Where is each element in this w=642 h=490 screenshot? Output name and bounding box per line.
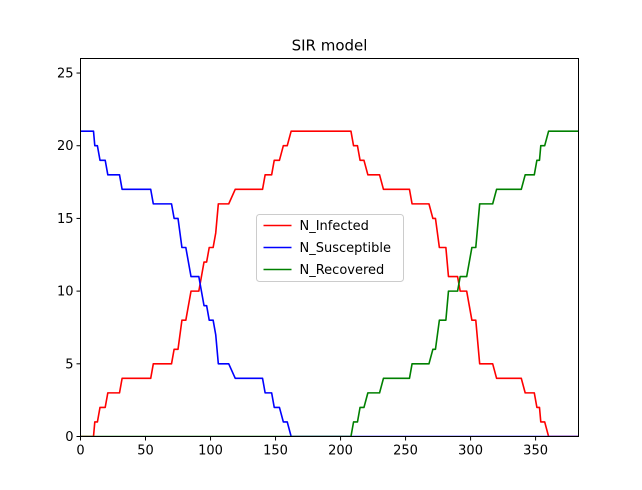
plot-frame xyxy=(80,58,579,437)
x-tick-label: 200 xyxy=(328,444,353,459)
y-tick-label: 0 xyxy=(65,430,73,445)
x-tick-label: 0 xyxy=(76,444,84,459)
y-tick-label: 20 xyxy=(57,139,74,154)
legend-label-n-recovered: N_Recovered xyxy=(300,263,385,278)
series-line-n-recovered xyxy=(80,130,579,437)
y-tick-label: 5 xyxy=(65,357,73,372)
x-tick-label: 50 xyxy=(137,444,154,459)
y-tick-label: 15 xyxy=(57,212,74,227)
x-tick-label: 150 xyxy=(263,444,288,459)
x-tick-label: 100 xyxy=(198,444,223,459)
series-line-n-infected xyxy=(80,130,579,437)
series-layer xyxy=(80,130,579,437)
legend: N_Infected N_Susceptible N_Recovered xyxy=(256,214,404,282)
x-tick-label: 300 xyxy=(458,444,483,459)
legend-label-n-infected: N_Infected xyxy=(300,219,369,234)
y-tick-label: 10 xyxy=(57,285,74,300)
legend-box xyxy=(256,214,404,282)
series-line-n-susceptible xyxy=(80,130,579,437)
x-tick-label: 250 xyxy=(393,444,418,459)
x-tick-label: 350 xyxy=(523,444,548,459)
legend-label-n-susceptible: N_Susceptible xyxy=(300,241,391,256)
axes-layer: 0 50 100 150 200 250 300 350 0 5 10 15 20 25 xyxy=(57,58,579,459)
y-tick-label: 25 xyxy=(57,67,74,82)
chart-title: SIR model xyxy=(292,37,368,55)
